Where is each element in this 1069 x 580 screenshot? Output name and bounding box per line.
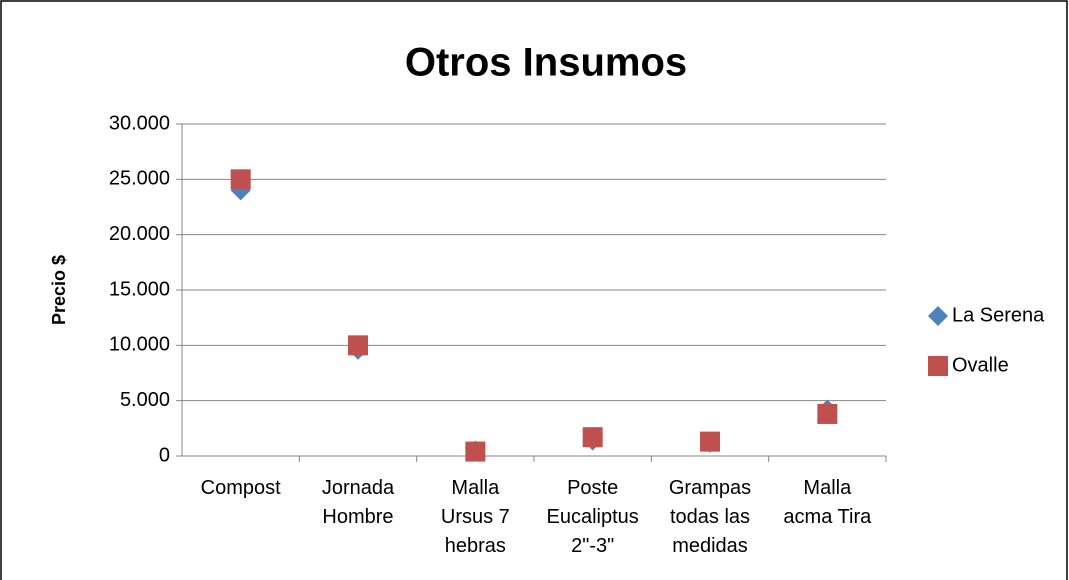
x-tick-label: Jornada Hombre [321, 477, 395, 528]
point [582, 427, 603, 448]
x-tick-label: Compost [200, 477, 281, 499]
legend-marker [928, 306, 948, 326]
point [230, 169, 251, 190]
y-tick-label: 30.000 [109, 112, 170, 134]
y-tick-label: 10.000 [109, 334, 170, 356]
y-tick-label: 0 [159, 444, 170, 466]
legend-label: Ovalle [952, 354, 1009, 376]
x-tick-label: Malla acma Tira [783, 477, 872, 528]
legend-label: La Serena [952, 304, 1045, 326]
y-tick-label: 15.000 [109, 278, 170, 300]
y-tick-label: 5.000 [120, 389, 170, 411]
point [817, 403, 838, 424]
point [700, 431, 720, 452]
x-tick-label: Grampas todas las medidas [668, 477, 752, 557]
point [348, 335, 368, 356]
y-tick-label: 20.000 [109, 223, 170, 245]
x-tick-label: Malla Ursus 7 hebras [440, 477, 510, 557]
point [465, 441, 486, 462]
chart-title: Otros Insumos [405, 41, 687, 85]
y-axis-label: Precio $ [49, 255, 69, 325]
y-tick-label: 25.000 [109, 168, 170, 190]
x-tick-label: Poste Eucaliptus 2"-3" [546, 477, 639, 557]
legend-marker [928, 356, 948, 376]
